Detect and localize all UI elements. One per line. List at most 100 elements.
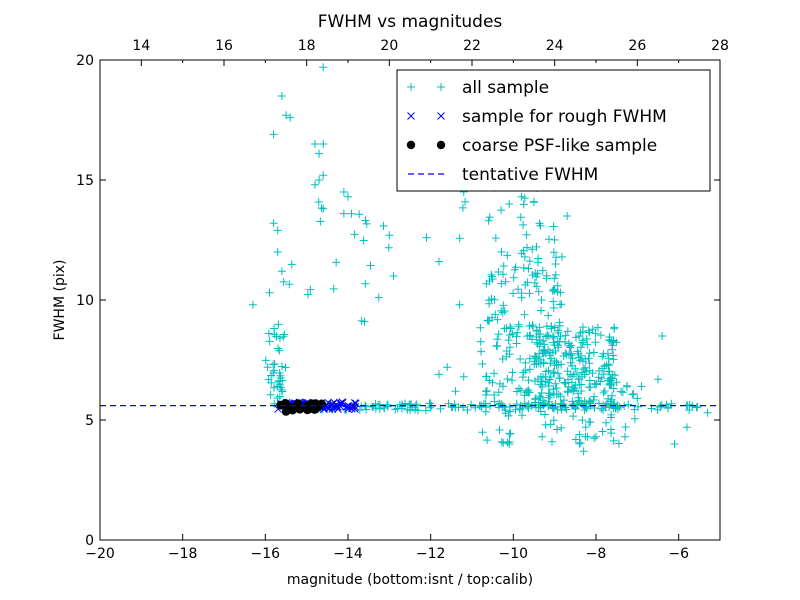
plus-stroke xyxy=(517,293,526,302)
all-sample-point xyxy=(383,400,392,409)
plus-stroke xyxy=(703,408,712,417)
plus-stroke xyxy=(633,394,642,403)
all-sample-point xyxy=(585,397,594,406)
all-sample-point xyxy=(491,234,500,243)
all-sample-point xyxy=(557,360,566,369)
all-sample-point xyxy=(595,399,604,408)
all-sample-point xyxy=(339,188,348,196)
plus-stroke xyxy=(267,378,276,387)
all-sample-point xyxy=(606,374,615,383)
plus-stroke xyxy=(588,369,597,378)
x-stroke xyxy=(407,112,415,120)
plus-stroke xyxy=(544,381,553,390)
chart-title: FWHM vs magnitudes xyxy=(318,12,503,32)
all-sample-point xyxy=(560,378,569,387)
plus-stroke xyxy=(263,363,272,372)
all-sample-point xyxy=(265,337,274,346)
all-sample-point xyxy=(525,365,534,374)
all-sample-point xyxy=(607,395,616,404)
all-sample-point xyxy=(477,347,486,356)
plus-stroke xyxy=(560,338,569,347)
all-sample-point xyxy=(350,230,359,239)
coarse-psf-point xyxy=(306,402,315,412)
plus-stroke xyxy=(566,343,575,352)
plus-stroke xyxy=(504,336,513,345)
all-sample-point xyxy=(532,326,541,335)
all-sample-point xyxy=(596,331,605,340)
legend-label: tentative FWHM xyxy=(462,165,598,185)
all-sample-point xyxy=(355,406,364,415)
plus-stroke xyxy=(545,351,554,360)
plus-stroke xyxy=(601,403,610,412)
plus-stroke xyxy=(499,438,508,447)
all-sample-point xyxy=(361,279,370,288)
x-tick-label: −10 xyxy=(499,546,529,562)
all-sample-point xyxy=(501,409,510,418)
plus-stroke xyxy=(362,219,371,228)
all-sample-point xyxy=(532,353,541,362)
plus-stroke xyxy=(617,387,626,396)
plus-stroke xyxy=(536,372,545,381)
all-sample-point xyxy=(620,432,629,441)
plus-stroke xyxy=(575,374,584,383)
plus-stroke xyxy=(477,347,486,356)
plus-stroke xyxy=(266,390,275,399)
all-sample-point xyxy=(574,332,583,341)
plus-stroke xyxy=(454,403,463,412)
plus-stroke xyxy=(556,392,565,401)
plus-stroke xyxy=(490,397,499,406)
all-sample-point xyxy=(444,399,453,408)
plus-stroke xyxy=(614,439,623,448)
plus-stroke xyxy=(549,368,558,377)
all-sample-point xyxy=(512,339,521,348)
all-sample-point xyxy=(319,140,328,148)
plus-stroke xyxy=(497,206,506,215)
plus-stroke xyxy=(530,278,539,287)
plus-stroke xyxy=(265,337,274,346)
x-stroke xyxy=(330,398,338,407)
all-sample-point xyxy=(362,219,371,228)
all-sample-point xyxy=(467,400,476,409)
all-sample-point xyxy=(554,390,563,399)
plus-stroke xyxy=(532,282,541,291)
plus-stroke xyxy=(412,400,421,409)
all-sample-point xyxy=(517,192,526,201)
plus-stroke xyxy=(574,353,583,362)
plus-stroke xyxy=(437,83,445,91)
all-sample-point xyxy=(622,382,631,391)
all-sample-point xyxy=(483,436,492,445)
all-sample-point xyxy=(275,334,284,343)
plus-stroke xyxy=(549,385,558,394)
plus-stroke xyxy=(534,287,543,296)
plus-stroke xyxy=(490,369,499,378)
y-tick-label: 5 xyxy=(85,413,94,429)
plus-stroke xyxy=(272,332,281,341)
all-sample-point xyxy=(566,349,575,358)
plus-stroke xyxy=(482,386,491,395)
all-sample-point xyxy=(280,330,289,339)
plus-stroke xyxy=(516,354,525,363)
all-sample-point xyxy=(455,234,464,243)
plus-stroke xyxy=(570,383,579,392)
plus-stroke xyxy=(485,316,494,325)
all-sample-point xyxy=(579,365,588,374)
all-sample-point xyxy=(503,374,512,383)
plus-stroke xyxy=(549,297,558,306)
plus-stroke xyxy=(603,349,612,358)
all-sample-point xyxy=(558,252,567,261)
all-sample-point xyxy=(592,432,600,441)
all-sample-point xyxy=(621,423,630,432)
plus-stroke xyxy=(588,325,597,334)
plus-stroke xyxy=(344,192,352,201)
all-sample-point xyxy=(536,407,545,416)
all-sample-point xyxy=(538,380,547,389)
plus-stroke xyxy=(528,322,537,331)
plus-stroke xyxy=(339,188,348,196)
plus-stroke xyxy=(590,392,599,401)
plus-stroke xyxy=(591,338,600,347)
x-tick-label: −18 xyxy=(168,546,198,562)
legend-label: all sample xyxy=(462,78,549,98)
plus-stroke xyxy=(451,387,460,396)
top-x-tick-label: 18 xyxy=(298,38,316,54)
plus-stroke xyxy=(571,364,580,373)
